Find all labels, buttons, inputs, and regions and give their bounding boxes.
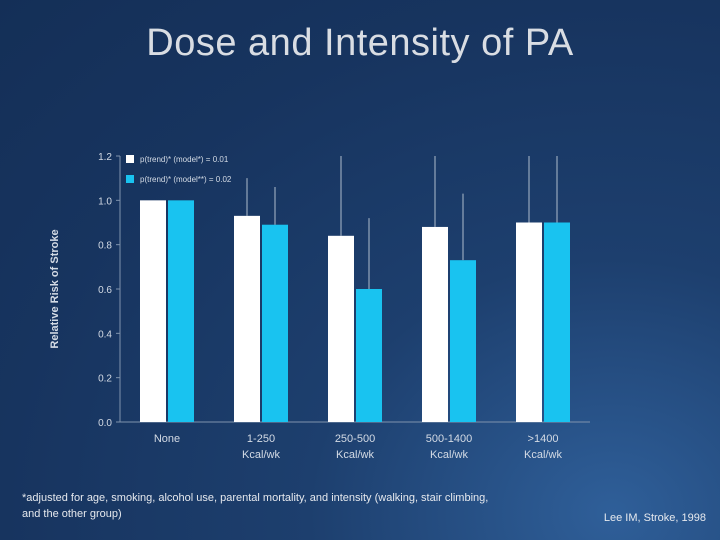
slide-title: Dose and Intensity of PA — [146, 22, 574, 64]
legend-swatch — [126, 155, 134, 163]
y-tick-label: 0.4 — [98, 329, 112, 340]
bar-series-2 — [168, 200, 194, 422]
y-tick-label: 0.8 — [98, 241, 112, 252]
legend-swatch — [126, 175, 134, 183]
x-tick-label: None — [154, 433, 180, 445]
bar-series-2 — [544, 222, 570, 422]
bar-series-1 — [140, 200, 166, 422]
y-tick-label: 0.0 — [98, 418, 112, 429]
stroke-risk-bar-chart: 0.0 0.2 0.4 0.6 0.8 1.0 1.2 Relative Risk of St… — [49, 152, 590, 461]
legend-label: p(trend)* (model*) = 0.01 — [140, 155, 229, 164]
legend-label: p(trend)* (model**) = 0.02 — [140, 175, 232, 184]
bar-series-2 — [356, 289, 382, 422]
y-tick-label: 1.0 — [98, 196, 112, 207]
y-axis-label: Relative Risk of Stroke — [49, 229, 61, 348]
x-tick-label: Kcal/wk — [242, 449, 280, 461]
bar-series-1 — [422, 226, 448, 422]
bar-series-1 — [516, 222, 542, 422]
x-tick-label: Kcal/wk — [336, 449, 374, 461]
x-tick-label: 500-1400 — [426, 433, 473, 445]
x-tick-label: 1-250 — [247, 433, 275, 445]
x-tick-label: >1400 — [528, 433, 559, 445]
x-tick-label: Kcal/wk — [430, 449, 468, 461]
y-tick-label: 1.2 — [98, 152, 112, 163]
bar-series-1 — [328, 235, 354, 422]
y-tick-label: 0.6 — [98, 285, 112, 296]
y-tick-label: 0.2 — [98, 374, 112, 385]
bar-series-2 — [450, 260, 476, 422]
bar-series-2 — [262, 224, 288, 422]
x-tick-label: 250-500 — [335, 433, 375, 445]
x-tick-label: Kcal/wk — [524, 449, 562, 461]
bar-series-1 — [234, 215, 260, 422]
adjustment-footnote: *adjusted for age, smoking, alcohol use,… — [22, 492, 489, 520]
citation: Lee IM, Stroke, 1998 — [603, 512, 706, 524]
